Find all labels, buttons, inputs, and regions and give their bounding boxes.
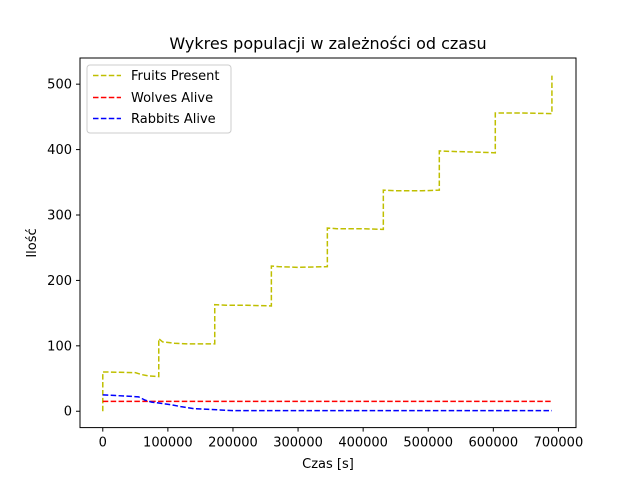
x-tick-label: 300000 xyxy=(273,436,323,451)
x-axis-label: Czas [s] xyxy=(302,457,354,472)
x-tick-label: 400000 xyxy=(338,436,388,451)
legend-label-fruits: Fruits Present xyxy=(131,69,220,84)
x-tick-label: 100000 xyxy=(143,436,193,451)
x-tick-label: 0 xyxy=(99,436,107,451)
y-axis-label: Ilość xyxy=(25,228,40,257)
y-tick-label: 200 xyxy=(47,274,72,289)
legend-label-rabbits: Rabbits Alive xyxy=(131,112,216,127)
y-tick-label: 500 xyxy=(47,78,72,93)
legend-label-wolves: Wolves Alive xyxy=(131,91,213,106)
chart-title: Wykres populacji w zależności od czasu xyxy=(169,34,486,53)
x-tick-label: 200000 xyxy=(208,436,258,451)
x-tick-label: 600000 xyxy=(469,436,519,451)
y-tick-label: 100 xyxy=(47,339,72,354)
y-tick-label: 300 xyxy=(47,208,72,223)
y-tick-label: 0 xyxy=(64,405,72,420)
legend: Fruits Present Wolves Alive Rabbits Aliv… xyxy=(86,64,232,134)
y-axis-ticks: 0 100 200 300 400 500 xyxy=(47,78,80,420)
axes-frame xyxy=(79,57,577,429)
plot-lines xyxy=(102,75,553,412)
x-tick-label: 700000 xyxy=(534,436,584,451)
y-tick-label: 400 xyxy=(47,143,72,158)
series-line-fruits-present xyxy=(102,75,553,412)
legend-box xyxy=(86,64,232,134)
x-tick-label: 500000 xyxy=(403,436,453,451)
series-line-rabbits-alive xyxy=(102,394,552,412)
x-axis-ticks: 0 100000 200000 300000 400000 500000 600000 700… xyxy=(99,427,584,451)
